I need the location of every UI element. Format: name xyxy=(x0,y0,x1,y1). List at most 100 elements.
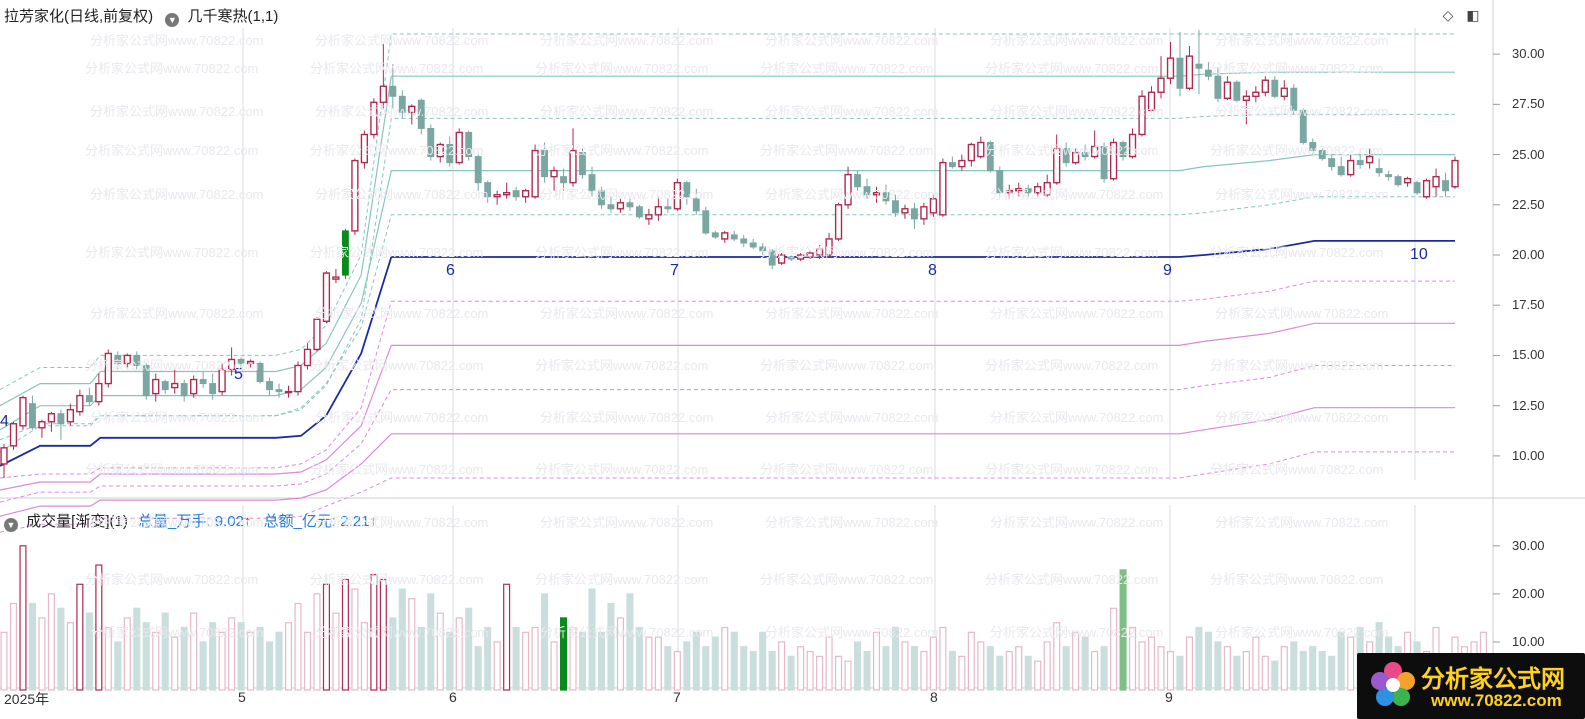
volume-bar xyxy=(1195,626,1203,691)
candle-up xyxy=(569,149,577,184)
candle-up xyxy=(958,159,966,168)
candle-up xyxy=(322,272,331,322)
candle-up xyxy=(455,131,463,164)
volume-bar xyxy=(1214,641,1222,691)
candle-down xyxy=(1385,174,1393,178)
candle-up xyxy=(1072,151,1080,164)
candle-up xyxy=(616,202,625,210)
volume-bar xyxy=(465,607,473,691)
panel-toggle-icon[interactable]: ◧ xyxy=(1466,7,1480,23)
candle-up xyxy=(1166,57,1175,79)
indicator-title[interactable]: 几千寒热(1,1) xyxy=(187,8,279,25)
volume-y-tick-label: 30.00 xyxy=(1512,537,1545,553)
volume-bar xyxy=(133,607,141,691)
candle-down xyxy=(341,230,349,276)
volume-title[interactable]: 成交量[渐变](1) xyxy=(26,513,128,530)
volume-bar xyxy=(237,622,245,691)
volume-toggle-icon[interactable]: ▼ xyxy=(4,518,18,532)
volume-bar xyxy=(588,588,596,691)
volume-bar xyxy=(1290,641,1298,691)
diamond-icon[interactable]: ◇ xyxy=(1442,7,1454,23)
candle-down xyxy=(417,99,425,129)
volume-bar xyxy=(721,626,729,691)
candle-up xyxy=(1261,79,1269,93)
candle-up xyxy=(47,413,56,423)
volume-bar xyxy=(436,612,444,691)
volume-bar xyxy=(266,641,274,691)
candle-down xyxy=(1062,148,1070,164)
candle-down xyxy=(1375,168,1383,174)
volume-bar xyxy=(171,636,179,691)
candle-up xyxy=(1015,188,1023,192)
volume-bar xyxy=(531,626,539,691)
volume-bar xyxy=(787,655,795,691)
volume-bar xyxy=(664,646,672,691)
volume-total-label: 总量_万手: 9.02 xyxy=(138,513,244,530)
candle-down xyxy=(863,186,871,196)
candle-down xyxy=(1337,166,1345,176)
candle-up xyxy=(806,252,814,258)
y-tick-label: 22.50 xyxy=(1512,196,1545,212)
indicator-toggle-icon[interactable]: ▼ xyxy=(165,13,180,27)
candle-up xyxy=(9,423,18,447)
volume-bar xyxy=(484,626,492,691)
candle-up xyxy=(920,206,928,220)
candle-down xyxy=(692,198,700,212)
volume-bar xyxy=(635,626,643,691)
band-main xyxy=(0,240,1455,467)
volume-bar xyxy=(408,598,416,691)
volume-bar xyxy=(104,626,112,691)
candle-down xyxy=(29,403,36,429)
volume-bar xyxy=(0,631,8,691)
candle-up xyxy=(95,382,103,403)
volume-bar xyxy=(711,636,719,691)
candle-up xyxy=(19,396,27,427)
y-tick-label: 27.50 xyxy=(1512,96,1545,112)
volume-bar xyxy=(1318,650,1326,691)
chart-header: 拉芳家化(日线,前复权) ▼ 几千寒热(1,1) xyxy=(4,5,278,27)
x-tick-label: 9 xyxy=(1165,689,1173,705)
candle-down xyxy=(635,206,643,218)
volume-bar xyxy=(256,626,264,691)
volume-bar xyxy=(929,636,937,691)
volume-bar xyxy=(427,593,435,691)
candle-down xyxy=(541,150,549,178)
volume-bar xyxy=(759,631,767,691)
volume-bar xyxy=(152,631,160,691)
candle-up xyxy=(218,368,226,393)
volume-bar xyxy=(1091,650,1099,691)
candle-up xyxy=(502,192,511,196)
candle-up xyxy=(977,141,985,158)
candle-up xyxy=(1366,155,1374,164)
volume-bar xyxy=(673,650,681,691)
volume-bar xyxy=(797,646,805,691)
volume-bar xyxy=(948,650,956,691)
candle-up xyxy=(104,352,112,385)
candle-up xyxy=(360,133,369,164)
volume-up-arrow: ↑ xyxy=(243,513,252,530)
candle-down xyxy=(142,364,150,397)
candle-down xyxy=(1413,182,1421,194)
stock-title[interactable]: 拉芳家化(日线,前复权) xyxy=(4,8,154,25)
candle-up xyxy=(1185,55,1194,89)
candle-down xyxy=(1204,69,1212,77)
candle-up xyxy=(825,238,833,256)
volume-bar xyxy=(1147,636,1156,691)
volume-bar xyxy=(1242,650,1250,691)
volume-bar xyxy=(218,631,226,691)
volume-bar xyxy=(284,622,293,691)
candle-down xyxy=(85,395,93,403)
volume-bar xyxy=(863,650,871,691)
volume-bar xyxy=(303,631,312,691)
volume-bar xyxy=(607,602,615,691)
candle-up xyxy=(550,169,558,178)
volume-bar xyxy=(123,617,131,691)
candle-up xyxy=(351,159,359,232)
candle-down xyxy=(1195,63,1203,69)
volume-bar xyxy=(1204,631,1212,691)
volume-bar xyxy=(294,602,302,691)
candle-down xyxy=(560,176,567,184)
candle-down xyxy=(114,354,122,364)
y-tick-label: 25.00 xyxy=(1512,146,1545,162)
